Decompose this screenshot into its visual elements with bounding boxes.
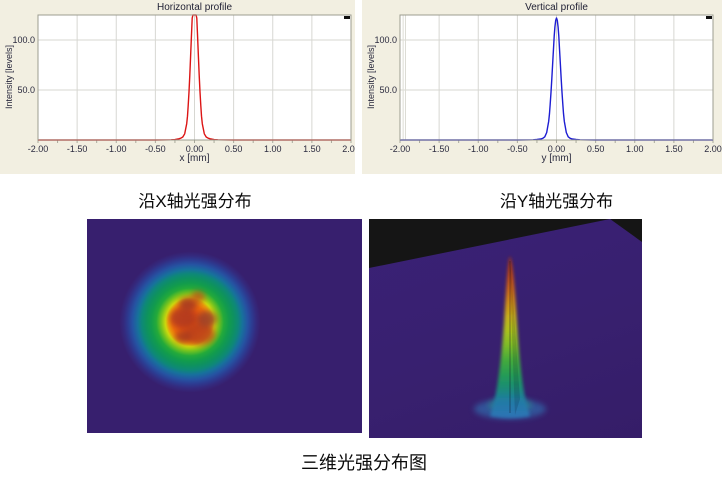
x-tick-label: -2.00 (390, 144, 411, 154)
y-axis-label: Intensity [levels] (366, 44, 376, 110)
caption-3d-distribution: 三维光强分布图 (301, 453, 427, 473)
y-axis-label: Intensity [levels] (4, 44, 14, 110)
x-tick-label: 0.00 (548, 144, 566, 154)
vertical-profile-panel: -2.00 -1.50 -1.00 -0.50 0.00 0.50 1.00 1.50 2.00… (362, 0, 722, 174)
x-tick-label: -1.00 (468, 144, 489, 154)
peak-body (490, 256, 530, 418)
x-tick-label: 1.50 (665, 144, 683, 154)
x-tick-label: 1.00 (626, 144, 644, 154)
x-axis-label: x [mm] (179, 153, 210, 164)
x-tick-label: -1.50 (429, 144, 450, 154)
x-tick-label: 2.00 (704, 144, 722, 154)
plot-frame (37, 14, 352, 141)
peak-shadow-side (510, 265, 520, 415)
horizontal-profile-panel: -2.00 -1.50 -1.00 -0.50 0.00 0.50 1.00 1.50 2.00… (0, 0, 355, 174)
x-tick-label: 2.00 (342, 144, 355, 154)
x-tick-label: -1.50 (67, 144, 88, 154)
vertical-profile-chart: -2.00 -1.50 -1.00 -0.50 0.00 0.50 1.00 1.50 2.00… (374, 14, 722, 154)
x-tick-label: -2.00 (28, 144, 49, 154)
intensity-peak (474, 256, 546, 419)
beam-surface-3d-image (369, 219, 642, 438)
y-tick-label: 100.0 (12, 35, 35, 45)
horizontal-profile-chart: -2.00 -1.50 -1.00 -0.50 0.00 0.50 1.00 1.50 2.00… (12, 14, 355, 154)
profile-curve (400, 17, 713, 141)
beam-core-mottle (175, 331, 191, 343)
plot-frame (399, 14, 714, 141)
beam-core-mottle (185, 323, 215, 345)
y-tick-label: 100.0 (374, 35, 397, 45)
x-tick-label: 0.50 (225, 144, 243, 154)
caption-y-distribution: 沿Y轴光强分布 (499, 192, 614, 211)
x-tick-label: 1.00 (264, 144, 282, 154)
chart-title-horizontal: Horizontal profile (156, 2, 233, 13)
y-tick-label: 50.0 (379, 85, 397, 95)
beam-core-mottle (191, 291, 205, 303)
beam-core-mottle (170, 308, 196, 328)
x-tick-label: 0.50 (587, 144, 605, 154)
beam-spot-2d-image (87, 219, 362, 433)
beam-core-mottle (197, 311, 217, 327)
x-tick-label: -0.50 (145, 144, 166, 154)
x-tick-label: 1.50 (303, 144, 321, 154)
x-tick-label: -1.00 (106, 144, 127, 154)
x-tick-label: -0.50 (507, 144, 528, 154)
chart-title-vertical: Vertical profile (525, 2, 588, 13)
caption-x-distribution: 沿X轴光强分布 (138, 192, 252, 211)
y-tick-label: 50.0 (17, 85, 35, 95)
max-marker (344, 16, 350, 19)
x-axis-label: y [mm] (541, 153, 572, 164)
x-tick-label: 0.00 (186, 144, 204, 154)
max-marker (706, 16, 712, 19)
